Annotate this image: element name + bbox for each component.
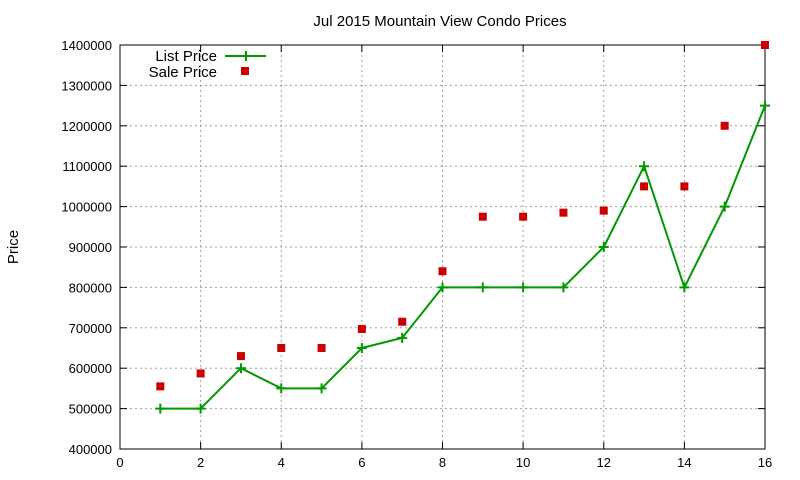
list-price-point bbox=[195, 403, 206, 414]
list-price-point bbox=[719, 201, 730, 212]
list-price-point bbox=[639, 161, 650, 172]
sale-price-point bbox=[599, 206, 608, 215]
x-tick-label: 14 bbox=[677, 455, 691, 470]
sale-price-point bbox=[478, 212, 487, 221]
list-price-point bbox=[155, 403, 166, 414]
sale-price-point bbox=[761, 41, 769, 49]
y-tick-label: 1400000 bbox=[61, 38, 112, 53]
y-tick-label: 1300000 bbox=[61, 78, 112, 93]
list-price-point bbox=[316, 383, 327, 394]
legend-marker-sale-price bbox=[241, 67, 249, 75]
legend: List Price Sale Price bbox=[149, 48, 266, 81]
sale-price-point bbox=[196, 369, 205, 378]
x-tick-label: 16 bbox=[758, 455, 772, 470]
sale-price-point bbox=[398, 317, 407, 326]
x-tick-label: 12 bbox=[597, 455, 611, 470]
sale-price-point bbox=[317, 344, 326, 352]
y-tick-label: 1000000 bbox=[61, 200, 112, 215]
legend-label-list-price: List Price bbox=[155, 48, 217, 65]
axis-ticks: 400000 500000 600000 700000 800000 900000 1000… bbox=[61, 38, 772, 470]
x-tick-label: 2 bbox=[197, 455, 204, 470]
sale-price-point bbox=[438, 267, 447, 276]
list-price-point bbox=[356, 343, 367, 353]
list-price-point bbox=[437, 282, 448, 293]
sale-price-point bbox=[156, 382, 165, 391]
y-tick-label: 600000 bbox=[69, 361, 112, 376]
chart-title: Jul 2015 Mountain View Condo Prices bbox=[313, 13, 566, 30]
x-tick-label: 6 bbox=[358, 455, 365, 470]
sale-price-point bbox=[236, 352, 245, 361]
list-price-point bbox=[558, 282, 569, 293]
x-tick-label: 4 bbox=[278, 455, 285, 470]
x-tick-label: 0 bbox=[116, 455, 123, 470]
y-tick-label: 500000 bbox=[69, 402, 112, 417]
list-price-point bbox=[477, 282, 488, 293]
list-price-point bbox=[518, 282, 529, 293]
grid bbox=[120, 45, 765, 449]
list-price-point bbox=[397, 332, 408, 343]
list-price-line bbox=[160, 105, 766, 410]
y-tick-label: 400000 bbox=[69, 442, 112, 457]
list-price-point bbox=[760, 100, 770, 111]
legend-marker-list-price bbox=[241, 51, 251, 61]
y-tick-label: 1200000 bbox=[61, 119, 112, 134]
list-price-point bbox=[276, 383, 287, 394]
sale-price-point bbox=[519, 212, 528, 221]
y-tick-label: 700000 bbox=[69, 321, 112, 336]
list-price-point bbox=[598, 242, 609, 252]
sale-price-point bbox=[277, 344, 286, 352]
sale-price-point bbox=[720, 121, 729, 130]
series-layer bbox=[155, 41, 770, 414]
y-tick-label: 1100000 bbox=[62, 159, 112, 174]
sale-price-point bbox=[357, 325, 366, 334]
list-price-point bbox=[235, 363, 246, 374]
x-tick-label: 8 bbox=[439, 455, 446, 470]
x-tick-label: 10 bbox=[516, 455, 530, 470]
y-tick-label: 900000 bbox=[69, 240, 112, 255]
list-price-point bbox=[679, 282, 690, 293]
y-axis-label: Price bbox=[5, 230, 22, 264]
sale-price-point bbox=[680, 182, 689, 191]
y-tick-label: 800000 bbox=[69, 280, 112, 295]
sale-price-point bbox=[559, 208, 568, 217]
sale-price-point bbox=[640, 182, 649, 191]
legend-label-sale-price: Sale Price bbox=[149, 64, 217, 81]
